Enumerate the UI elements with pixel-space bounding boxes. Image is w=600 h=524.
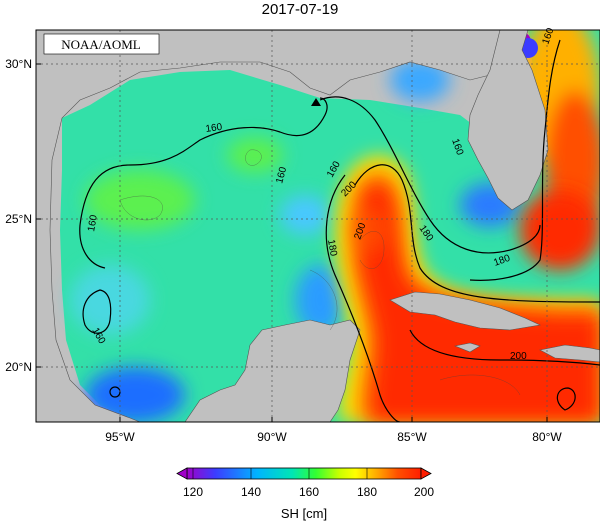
contour-lines: [79, 39, 600, 422]
lat-label-25n: 25°N: [5, 212, 32, 226]
contour-label: 160: [86, 214, 100, 233]
colorbar-tick-180: 180: [357, 485, 377, 499]
contour-label: 200: [510, 351, 527, 362]
colorbar-min-arrow: [176, 467, 188, 480]
lat-label-30n: 30°N: [5, 57, 32, 71]
lon-label-85w: 85°W: [397, 430, 427, 444]
lon-label-80w: 80°W: [532, 430, 562, 444]
colorbar-tick-140: 140: [241, 485, 261, 499]
map-title: 2017-07-19: [261, 1, 339, 18]
station-triangle-marker: [311, 98, 321, 106]
colorbar-max-arrow: [420, 467, 432, 480]
colorbar-tick-120: 120: [183, 485, 203, 499]
lon-label-95w: 95°W: [105, 430, 135, 444]
colorbar-label: SH [cm]: [281, 506, 327, 521]
contour-label: 160: [274, 165, 289, 184]
credit-label: NOAA/AOML: [61, 37, 141, 52]
colorbar: [176, 467, 432, 480]
credit-box: NOAA/AOML: [43, 33, 160, 55]
colorbar-tick-200: 200: [414, 485, 434, 499]
contour-label: 160: [205, 122, 223, 135]
axis-ticks: [36, 63, 548, 422]
plot-frame: [35, 29, 600, 423]
contour-label: 180: [325, 239, 339, 258]
lat-label-20n: 20°N: [5, 360, 32, 374]
colorbar-tick-160: 160: [299, 485, 319, 499]
land-masses: [36, 30, 600, 422]
graticule: [36, 30, 600, 422]
lon-label-90w: 90°W: [257, 430, 287, 444]
